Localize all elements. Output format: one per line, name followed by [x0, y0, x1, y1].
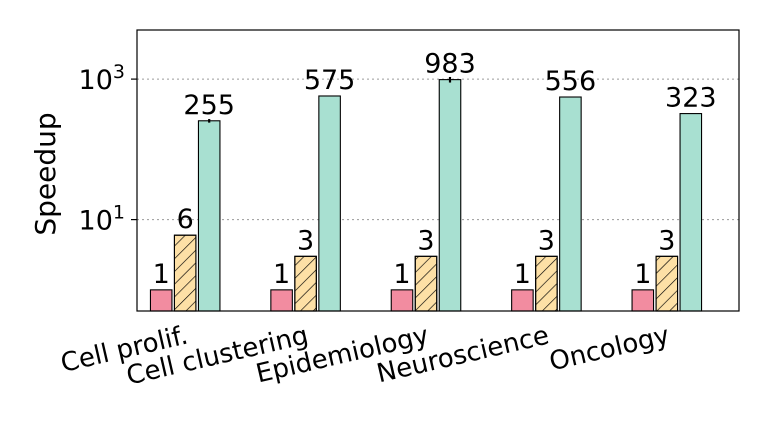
bar: [511, 289, 534, 312]
bar-value-label: 983: [424, 49, 476, 80]
bar-value-label: 3: [658, 225, 675, 256]
bar-value-label: 556: [545, 66, 597, 97]
bar-hatch: [655, 255, 679, 312]
bar: [679, 113, 703, 312]
bar-value-label: 3: [538, 225, 555, 256]
y-tick-label: 101: [79, 202, 125, 237]
y-tick-label: 103: [79, 61, 125, 96]
bar-value-label: 3: [417, 225, 434, 256]
bar-hatch: [535, 255, 558, 312]
bar-value-label: 1: [514, 259, 531, 290]
bar: [197, 120, 221, 312]
plot-area-frame: [136, 29, 740, 312]
grid-lines: [137, 78, 739, 221]
y-axis-label: Speedup: [29, 112, 62, 235]
x-category-label: Oncology: [547, 321, 673, 378]
bar: [270, 289, 293, 312]
bar-value-label: 1: [273, 259, 290, 290]
bar-value-label: 255: [183, 90, 235, 121]
y-tick-base: 10: [79, 206, 113, 237]
bar: [318, 95, 341, 312]
bar: [390, 289, 414, 312]
bar-value-label: 3: [297, 225, 314, 256]
bar-hatch: [414, 255, 438, 312]
bar-value-label: 575: [304, 65, 356, 96]
bar-hatch: [173, 234, 197, 312]
bar-hatch: [294, 255, 317, 312]
y-tick-exponent: 3: [113, 61, 125, 83]
bar: [631, 289, 655, 312]
y-tick-base: 10: [79, 65, 113, 96]
y-tick-exponent: 1: [113, 202, 125, 224]
bar-value-label: 1: [634, 259, 651, 290]
bar: [559, 96, 582, 312]
bar: [438, 79, 462, 312]
bar-value-label: 6: [177, 204, 194, 235]
bar-value-label: 323: [665, 83, 717, 114]
bar-value-label: 1: [393, 259, 410, 290]
bar-value-label: 1: [153, 259, 170, 290]
bar: [149, 289, 173, 312]
x-axis-category-labels: Cell prolif.Cell clusteringEpidemiologyN…: [58, 321, 672, 392]
